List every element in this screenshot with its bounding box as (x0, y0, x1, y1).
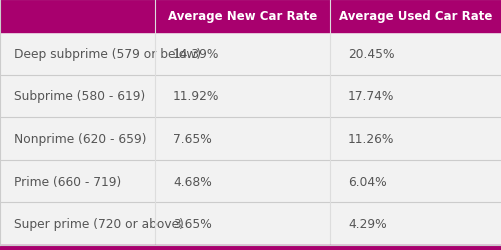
Text: Average Used Car Rate: Average Used Car Rate (339, 10, 491, 23)
Bar (329, 202, 501, 245)
Bar (0, 75, 155, 118)
Bar (0, 118, 155, 160)
Bar (155, 160, 329, 202)
Text: 6.04%: 6.04% (347, 175, 386, 188)
Bar (0, 33, 155, 75)
Bar (155, 0, 329, 33)
Text: 14.39%: 14.39% (173, 48, 219, 60)
Bar (155, 75, 329, 118)
Bar (0, 0, 155, 33)
Text: 20.45%: 20.45% (347, 48, 394, 60)
Bar (329, 75, 501, 118)
Text: Average New Car Rate: Average New Car Rate (167, 10, 317, 23)
Text: 4.68%: 4.68% (173, 175, 211, 188)
Text: 4.29%: 4.29% (347, 217, 386, 230)
Bar (329, 0, 501, 33)
Text: 17.74%: 17.74% (347, 90, 394, 103)
Bar (0, 202, 155, 245)
Bar (329, 160, 501, 202)
Text: 11.26%: 11.26% (347, 132, 394, 145)
Bar (155, 33, 329, 75)
Text: 3.65%: 3.65% (173, 217, 211, 230)
Text: Nonprime (620 - 659): Nonprime (620 - 659) (14, 132, 146, 145)
Bar (329, 33, 501, 75)
Text: Prime (660 - 719): Prime (660 - 719) (14, 175, 121, 188)
Bar (0, 245, 501, 250)
Text: Deep subprime (579 or below): Deep subprime (579 or below) (14, 48, 201, 60)
Text: 11.92%: 11.92% (173, 90, 219, 103)
Bar (155, 202, 329, 245)
Text: 7.65%: 7.65% (173, 132, 211, 145)
Text: Subprime (580 - 619): Subprime (580 - 619) (14, 90, 145, 103)
Bar (0, 160, 155, 202)
Bar (155, 118, 329, 160)
Text: Super prime (720 or above): Super prime (720 or above) (14, 217, 183, 230)
Bar (329, 118, 501, 160)
